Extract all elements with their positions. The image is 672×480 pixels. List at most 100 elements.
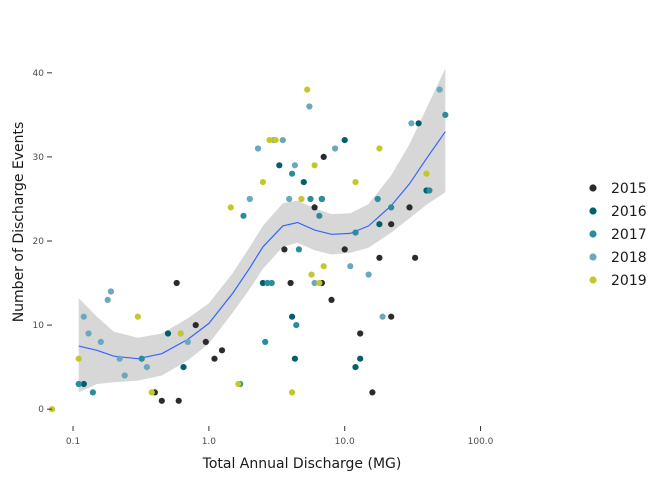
point-2015	[376, 254, 383, 261]
x-axis: 0.1 1.0 10.0 100.0	[66, 426, 494, 447]
point-2018	[379, 313, 386, 320]
point-2017	[268, 279, 275, 287]
point-2016	[164, 330, 172, 337]
point-2018	[80, 313, 87, 320]
point-2018	[279, 137, 286, 144]
point-2019	[75, 355, 82, 362]
x-tick-label: 1.0	[202, 437, 217, 447]
point-2018	[104, 296, 111, 303]
point-2015	[412, 254, 419, 261]
point-2015	[311, 204, 318, 211]
point-2018	[121, 372, 128, 379]
point-2019	[423, 170, 430, 177]
point-2016	[352, 364, 359, 371]
point-2015	[388, 313, 395, 320]
point-2017	[318, 195, 325, 203]
point-2015	[406, 204, 413, 211]
point-2019	[134, 313, 141, 320]
point-2019	[308, 271, 315, 278]
point-2018	[85, 330, 92, 337]
legend-label-2015: 2015	[611, 181, 647, 197]
point-2015	[328, 296, 335, 303]
point-2017	[293, 322, 300, 329]
point-2019	[311, 162, 318, 169]
point-2015	[192, 322, 199, 329]
confidence-band-layer	[78, 68, 446, 393]
point-2019	[320, 263, 327, 270]
point-2019	[352, 179, 359, 186]
point-2017	[262, 338, 269, 345]
point-2018	[246, 195, 253, 203]
point-2015	[281, 246, 288, 253]
point-2016	[289, 313, 296, 320]
point-2016	[276, 162, 283, 169]
legend-key-2018	[589, 253, 597, 261]
point-2018	[97, 338, 104, 345]
point-2015	[357, 330, 364, 337]
point-2017	[138, 355, 145, 362]
point-2019	[298, 195, 305, 203]
point-2018	[291, 162, 298, 169]
point-2019	[376, 145, 383, 152]
point-2017	[352, 229, 359, 236]
legend-key-2019	[589, 276, 597, 284]
point-2019	[259, 179, 266, 186]
point-2017	[89, 389, 96, 396]
point-2017	[295, 246, 302, 253]
point-2017	[374, 195, 381, 203]
point-2017	[289, 170, 296, 177]
legend-label-2017: 2017	[611, 227, 647, 243]
point-2016	[300, 179, 307, 186]
y-tick-label: 30	[33, 153, 45, 163]
point-2016	[415, 120, 422, 127]
y-tick-label: 40	[33, 69, 45, 79]
point-2016	[180, 364, 187, 371]
point-2019	[272, 137, 279, 144]
point-2017	[316, 212, 323, 219]
point-2016	[80, 380, 87, 388]
y-axis: 0 10 20 30 40	[33, 69, 52, 415]
point-2016	[357, 355, 364, 362]
point-2018	[436, 86, 443, 93]
point-2015	[175, 397, 182, 404]
point-2017	[442, 111, 449, 118]
point-2015	[218, 347, 226, 354]
point-2015	[158, 397, 165, 404]
point-2015	[173, 279, 180, 287]
legend-key-2015	[589, 184, 597, 192]
point-2019	[227, 204, 234, 211]
point-2015	[211, 355, 218, 362]
data-points-layer	[48, 86, 449, 413]
legend-label-2016: 2016	[611, 204, 647, 220]
point-2019	[148, 389, 155, 396]
point-2017	[388, 204, 395, 211]
point-2016	[259, 279, 266, 287]
x-axis-title: Total Annual Discharge (MG)	[202, 456, 402, 472]
legend-key-2017	[589, 230, 597, 238]
point-2018	[332, 145, 339, 152]
y-tick-label: 10	[33, 321, 45, 331]
point-2018	[184, 338, 191, 345]
y-axis-title: Number of Discharge Events	[11, 122, 27, 323]
point-2017	[240, 212, 247, 219]
confidence-band	[78, 68, 446, 393]
point-2018	[408, 120, 415, 127]
point-2019	[177, 330, 184, 337]
point-2018	[107, 288, 114, 295]
x-tick-label: 10.0	[335, 437, 355, 447]
point-2018	[143, 364, 150, 371]
point-2018	[254, 145, 262, 152]
x-tick-label: 0.1	[66, 437, 80, 447]
legend-label-2019: 2019	[611, 273, 647, 289]
point-2018	[306, 103, 313, 110]
y-tick-label: 20	[33, 237, 45, 247]
point-2016	[291, 355, 298, 362]
point-2016	[376, 221, 383, 228]
point-2015	[388, 221, 395, 228]
x-tick-label: 100.0	[468, 437, 494, 447]
point-2017	[75, 380, 82, 388]
point-2019	[235, 380, 242, 388]
point-2018	[347, 263, 354, 270]
y-tick-label: 0	[38, 405, 44, 415]
